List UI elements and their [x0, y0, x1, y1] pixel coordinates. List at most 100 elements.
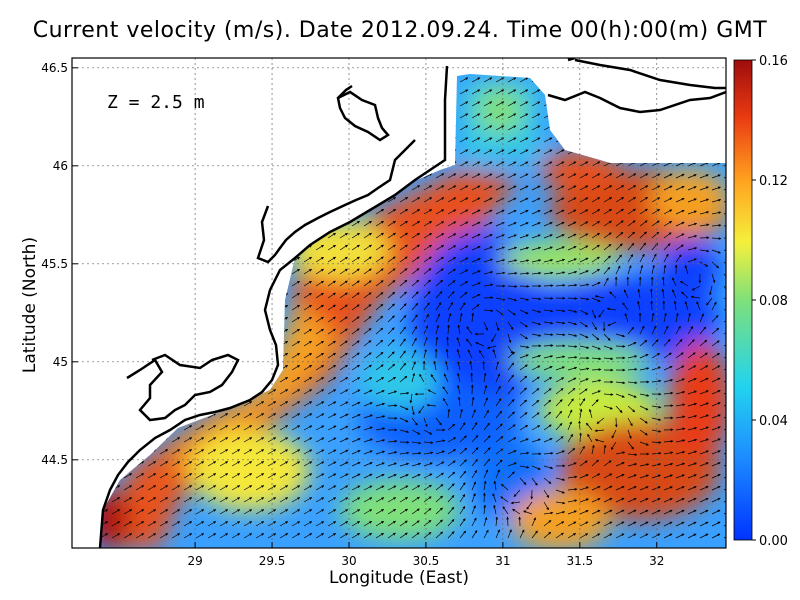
current-vector — [159, 137, 169, 143]
current-vector — [100, 77, 109, 83]
current-vector — [519, 77, 529, 83]
current-vector — [471, 304, 480, 311]
current-vector — [447, 209, 457, 215]
current-vector — [603, 345, 613, 350]
current-vector — [219, 77, 229, 83]
current-vector — [567, 270, 578, 275]
current-vector — [543, 333, 554, 336]
current-vector — [171, 257, 181, 263]
current-vector — [351, 316, 360, 323]
current-vector — [207, 365, 217, 371]
current-vector — [579, 245, 589, 251]
current-vector — [423, 256, 432, 263]
current-vector — [519, 101, 529, 107]
current-vector — [508, 66, 516, 70]
current-vector — [615, 243, 623, 251]
current-vector — [351, 328, 360, 335]
current-vector — [711, 273, 716, 284]
current-vector — [243, 233, 253, 239]
current-vector — [555, 355, 566, 359]
current-vector — [399, 350, 406, 359]
current-vector — [303, 340, 312, 347]
current-vector — [687, 258, 697, 263]
current-vector — [567, 137, 577, 143]
current-vector — [627, 368, 638, 371]
current-vector — [387, 268, 396, 275]
current-vector — [171, 137, 181, 143]
current-vector — [663, 125, 673, 131]
current-vector — [387, 149, 397, 155]
current-vector — [615, 381, 626, 385]
current-vector — [339, 328, 348, 335]
current-vector — [279, 377, 289, 383]
current-vector — [435, 268, 444, 275]
current-vector — [591, 309, 597, 319]
current-vector — [531, 137, 541, 143]
current-vector — [543, 173, 553, 179]
current-vector — [135, 161, 145, 167]
current-vector — [567, 246, 577, 251]
current-vector — [243, 173, 253, 179]
current-vector — [639, 197, 649, 203]
current-vector — [363, 220, 372, 227]
current-vector — [243, 185, 253, 191]
current-vector — [591, 244, 600, 251]
current-vector — [483, 137, 493, 143]
current-vector — [111, 281, 121, 287]
current-vector — [609, 291, 617, 299]
current-vector — [351, 268, 360, 275]
current-vector — [543, 259, 554, 263]
current-vector — [723, 285, 726, 294]
current-vector — [447, 197, 457, 203]
current-vector — [147, 353, 157, 359]
current-vector — [303, 292, 312, 299]
current-vector — [411, 77, 421, 83]
current-vector — [207, 269, 217, 275]
current-vector — [171, 185, 181, 191]
current-vector — [531, 161, 541, 167]
current-vector — [663, 365, 673, 371]
current-vector — [651, 89, 661, 95]
current-vector — [123, 77, 133, 83]
x-tick-label: 29 — [187, 554, 202, 568]
current-vector — [363, 316, 372, 323]
current-vector — [519, 284, 530, 288]
current-vector — [399, 232, 408, 239]
current-vector — [363, 377, 373, 383]
current-vector — [567, 161, 577, 167]
current-vector — [447, 233, 457, 239]
current-vector — [711, 377, 721, 383]
current-vector — [447, 173, 457, 179]
current-vector — [579, 173, 589, 179]
depth-label: Z = 2.5 m — [107, 92, 205, 113]
current-vector — [135, 125, 145, 131]
current-vector — [111, 269, 121, 275]
current-vector — [543, 246, 553, 251]
current-vector — [507, 222, 517, 227]
current-vector — [435, 256, 444, 263]
current-vector — [447, 89, 457, 95]
current-vector — [507, 374, 514, 383]
current-vector — [446, 336, 450, 347]
current-vector — [423, 209, 433, 215]
current-vector — [699, 313, 704, 323]
current-vector — [183, 281, 193, 287]
current-vector — [711, 261, 720, 269]
current-vector — [147, 185, 157, 191]
current-vector — [423, 244, 432, 251]
current-vector — [651, 220, 660, 227]
current-vector — [433, 360, 437, 371]
current-vector — [723, 328, 726, 335]
current-vector — [531, 271, 542, 275]
current-vector — [639, 231, 647, 239]
current-vector — [615, 208, 624, 215]
current-vector — [387, 244, 396, 251]
current-vector — [519, 222, 529, 227]
current-vector — [363, 280, 372, 287]
current-vector — [507, 333, 512, 344]
current-vector — [207, 209, 217, 215]
current-vector — [627, 265, 632, 275]
current-vector — [147, 221, 157, 227]
current-vector — [495, 161, 505, 167]
current-vector — [171, 245, 181, 251]
